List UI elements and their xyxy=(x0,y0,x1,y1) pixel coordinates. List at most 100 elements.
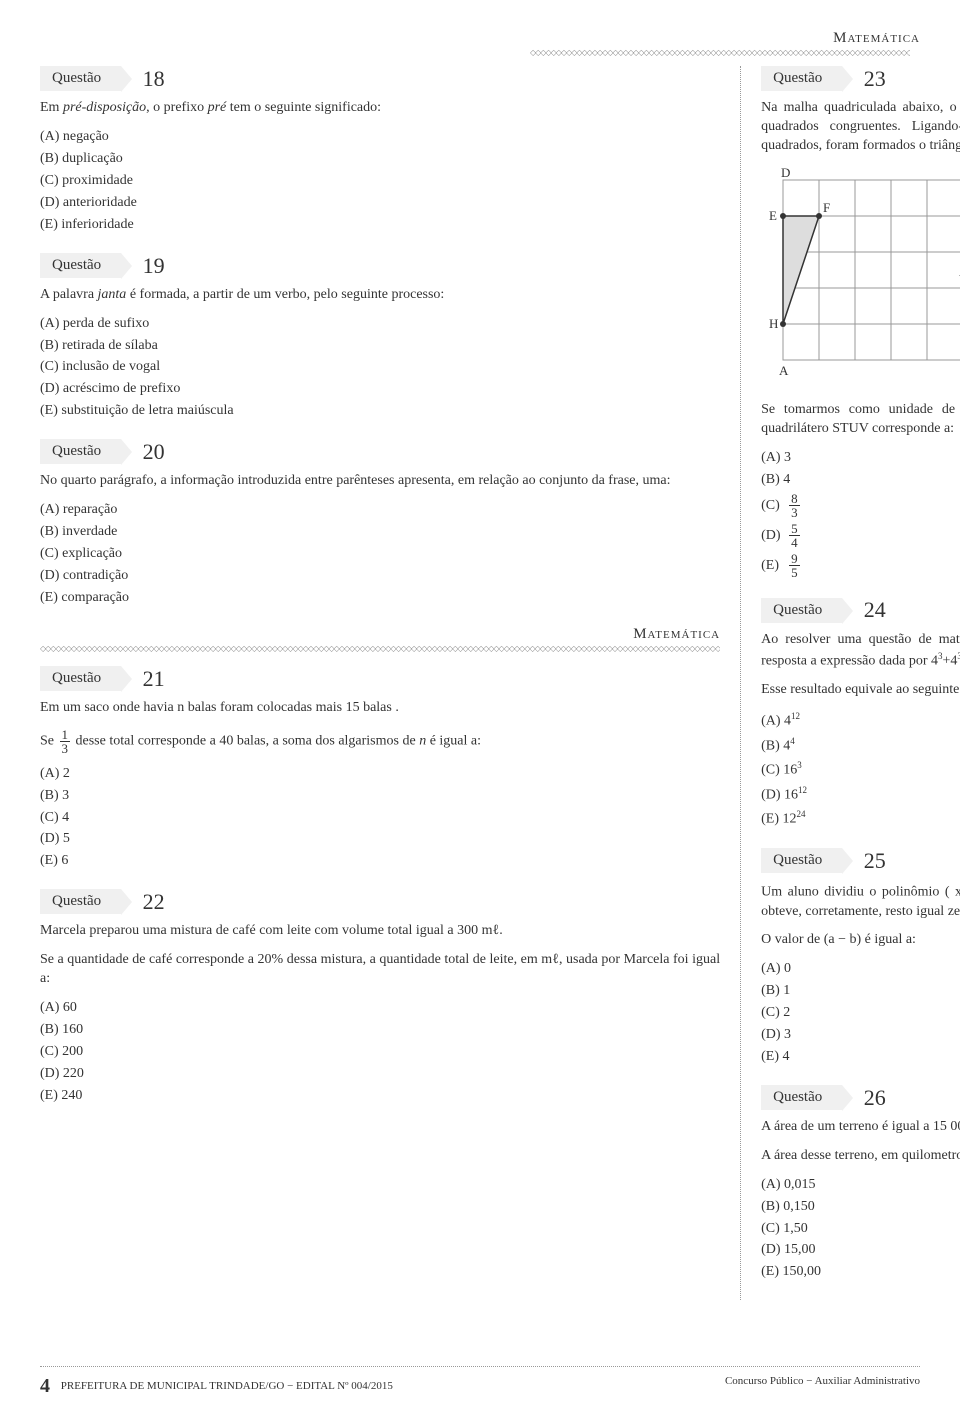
option-e: (E) 150,00 xyxy=(761,1263,960,1282)
option-e: (E) comparação xyxy=(40,589,720,608)
question-19: Questão 19 A palavra janta é formada, a … xyxy=(40,253,720,422)
question-number: 23 xyxy=(864,66,886,92)
page-footer: 4 PREFEITURA DE MUNICIPAL TRINDADE/GO − … xyxy=(40,1366,920,1398)
question-stem-2: Se 13 desse total corresponde a 40 balas… xyxy=(40,728,720,755)
label-H: H xyxy=(769,316,778,331)
page-number: 4 xyxy=(40,1375,50,1398)
question-label: Questão xyxy=(40,439,121,464)
question-18: Questão 18 Em pré-disposição, o prefixo … xyxy=(40,66,720,235)
option-b: (B) 160 xyxy=(40,1021,720,1040)
footer-left-text: PREFEITURA DE MUNICIPAL TRINDADE/GO − ED… xyxy=(61,1380,393,1392)
options: (A) 60 (B) 160 (C) 200 (D) 220 (E) 240 xyxy=(40,999,720,1105)
option-b: (B) 0,150 xyxy=(761,1198,960,1217)
header-ornament: ◇◇◇◇◇◇◇◇◇◇◇◇◇◇◇◇◇◇◇◇◇◇◇◇◇◇◇◇◇◇◇◇◇◇◇◇◇◇◇◇… xyxy=(530,49,910,56)
options: (A) 412 (B) 44 (C) 163 (D) 1612 (E) 1224 xyxy=(761,710,960,830)
question-stem-2: Se tomarmos como unidade de área o triân… xyxy=(761,401,960,439)
footer-right: Concurso Público − Auxiliar Administrati… xyxy=(725,1375,920,1398)
option-a: (A) 3 xyxy=(761,449,960,468)
question-label: Questão xyxy=(40,253,121,278)
option-a: (A) 0,015 xyxy=(761,1176,960,1195)
question-label: Questão xyxy=(40,666,121,691)
label-D: D xyxy=(781,166,790,180)
option-b: (B) 44 xyxy=(761,735,960,757)
right-column: Questão 23 Na malha quadriculada abaixo,… xyxy=(740,66,960,1300)
option-b: (B) 4 xyxy=(761,471,960,490)
grid-figure: D C E F S T V U H A B xyxy=(761,166,960,391)
question-label: Questão xyxy=(761,1085,842,1110)
option-b: (B) duplicação xyxy=(40,150,720,169)
left-column: Questão 18 Em pré-disposição, o prefixo … xyxy=(40,66,720,1300)
label-E: E xyxy=(769,208,777,223)
options: (A) 0,015 (B) 0,150 (C) 1,50 (D) 15,00 (… xyxy=(761,1176,960,1282)
question-number: 19 xyxy=(143,253,165,279)
option-b: (B) inverdade xyxy=(40,523,720,542)
option-d: (D) 15,00 xyxy=(761,1241,960,1260)
options: (A) 3 (B) 4 (C)83 (D)54 (E)95 xyxy=(761,449,960,580)
option-d: (D) 5 xyxy=(40,830,720,849)
option-c: (C) inclusão de vogal xyxy=(40,358,720,377)
option-e: (E) 6 xyxy=(40,852,720,871)
question-number: 25 xyxy=(864,848,886,874)
option-b: (B) 3 xyxy=(40,787,720,806)
question-25: Questão 25 Um aluno dividiu o polinômio … xyxy=(761,848,960,1067)
question-number: 22 xyxy=(143,889,165,915)
question-number: 24 xyxy=(864,597,886,623)
option-d: (D) 220 xyxy=(40,1065,720,1084)
page-subject-header: Matemática xyxy=(40,30,920,47)
question-stem-2: Se a quantidade de café corresponde a 20… xyxy=(40,951,720,989)
question-stem-2: Esse resultado equivale ao seguinte núme… xyxy=(761,681,960,700)
question-label: Questão xyxy=(761,848,842,873)
label-A: A xyxy=(779,363,789,378)
two-column-layout: Questão 18 Em pré-disposição, o prefixo … xyxy=(40,66,920,1300)
question-20: Questão 20 No quarto parágrafo, a inform… xyxy=(40,439,720,608)
option-c: (C) proximidade xyxy=(40,172,720,191)
fraction: 13 xyxy=(60,728,71,755)
option-c: (C) 200 xyxy=(40,1043,720,1062)
option-a: (A) 2 xyxy=(40,765,720,784)
section-header-math: Matemática xyxy=(40,626,720,643)
options: (A) 0 (B) 1 (C) 2 (D) 3 (E) 4 xyxy=(761,960,960,1066)
question-label: Questão xyxy=(761,598,842,623)
question-stem: A área de um terreno é igual a 15 000 me… xyxy=(761,1118,960,1137)
question-number: 18 xyxy=(143,66,165,92)
option-a: (A) 60 xyxy=(40,999,720,1018)
option-e: (E) 240 xyxy=(40,1087,720,1106)
question-23: Questão 23 Na malha quadriculada abaixo,… xyxy=(761,66,960,579)
question-label: Questão xyxy=(40,889,121,914)
option-c: (C) 4 xyxy=(40,809,720,828)
question-stem: No quarto parágrafo, a informação introd… xyxy=(40,472,720,491)
option-c: (C) 2 xyxy=(761,1004,960,1023)
question-stem-2: A área desse terreno, em quilometros qua… xyxy=(761,1147,960,1166)
option-e: (E) 1224 xyxy=(761,808,960,830)
option-d: (D) acréscimo de prefixo xyxy=(40,380,720,399)
option-d: (D) 3 xyxy=(761,1026,960,1045)
label-F: F xyxy=(823,200,830,215)
question-stem: Ao resolver uma questão de matemática, u… xyxy=(761,631,960,671)
option-a: (A) reparação xyxy=(40,501,720,520)
option-e: (E) inferioridade xyxy=(40,216,720,235)
option-c: (C)83 xyxy=(761,492,960,519)
option-a: (A) perda de sufixo xyxy=(40,315,720,334)
option-d: (D) contradição xyxy=(40,567,720,586)
option-d: (D) 1612 xyxy=(761,784,960,806)
question-21: Questão 21 Em um saco onde havia n balas… xyxy=(40,666,720,872)
options: (A) perda de sufixo (B) retirada de síla… xyxy=(40,315,720,421)
option-b: (B) retirada de sílaba xyxy=(40,337,720,356)
options: (A) 2 (B) 3 (C) 4 (D) 5 (E) 6 xyxy=(40,765,720,871)
question-stem: Em um saco onde havia n balas foram colo… xyxy=(40,699,720,718)
option-c: (C) 1,50 xyxy=(761,1220,960,1239)
question-number: 26 xyxy=(864,1085,886,1111)
option-c: (C) explicação xyxy=(40,545,720,564)
question-stem: Em pré-disposição, o prefixo pré tem o s… xyxy=(40,99,720,118)
option-d: (D)54 xyxy=(761,522,960,549)
option-c: (C) 163 xyxy=(761,759,960,781)
option-e: (E) substituição de letra maiúscula xyxy=(40,402,720,421)
question-label: Questão xyxy=(761,66,842,91)
question-stem-2: O valor de (a − b) é igual a: xyxy=(761,931,960,950)
section-ornament: ◇◇◇◇◇◇◇◇◇◇◇◇◇◇◇◇◇◇◇◇◇◇◇◇◇◇◇◇◇◇◇◇◇◇◇◇◇◇◇◇… xyxy=(40,645,720,652)
question-stem: A palavra janta é formada, a partir de u… xyxy=(40,286,720,305)
question-number: 20 xyxy=(143,439,165,465)
question-24: Questão 24 Ao resolver uma questão de ma… xyxy=(761,597,960,829)
options: (A) reparação (B) inverdade (C) explicaç… xyxy=(40,501,720,607)
question-stem: Um aluno dividiu o polinômio ( x2 − 5x +… xyxy=(761,881,960,921)
